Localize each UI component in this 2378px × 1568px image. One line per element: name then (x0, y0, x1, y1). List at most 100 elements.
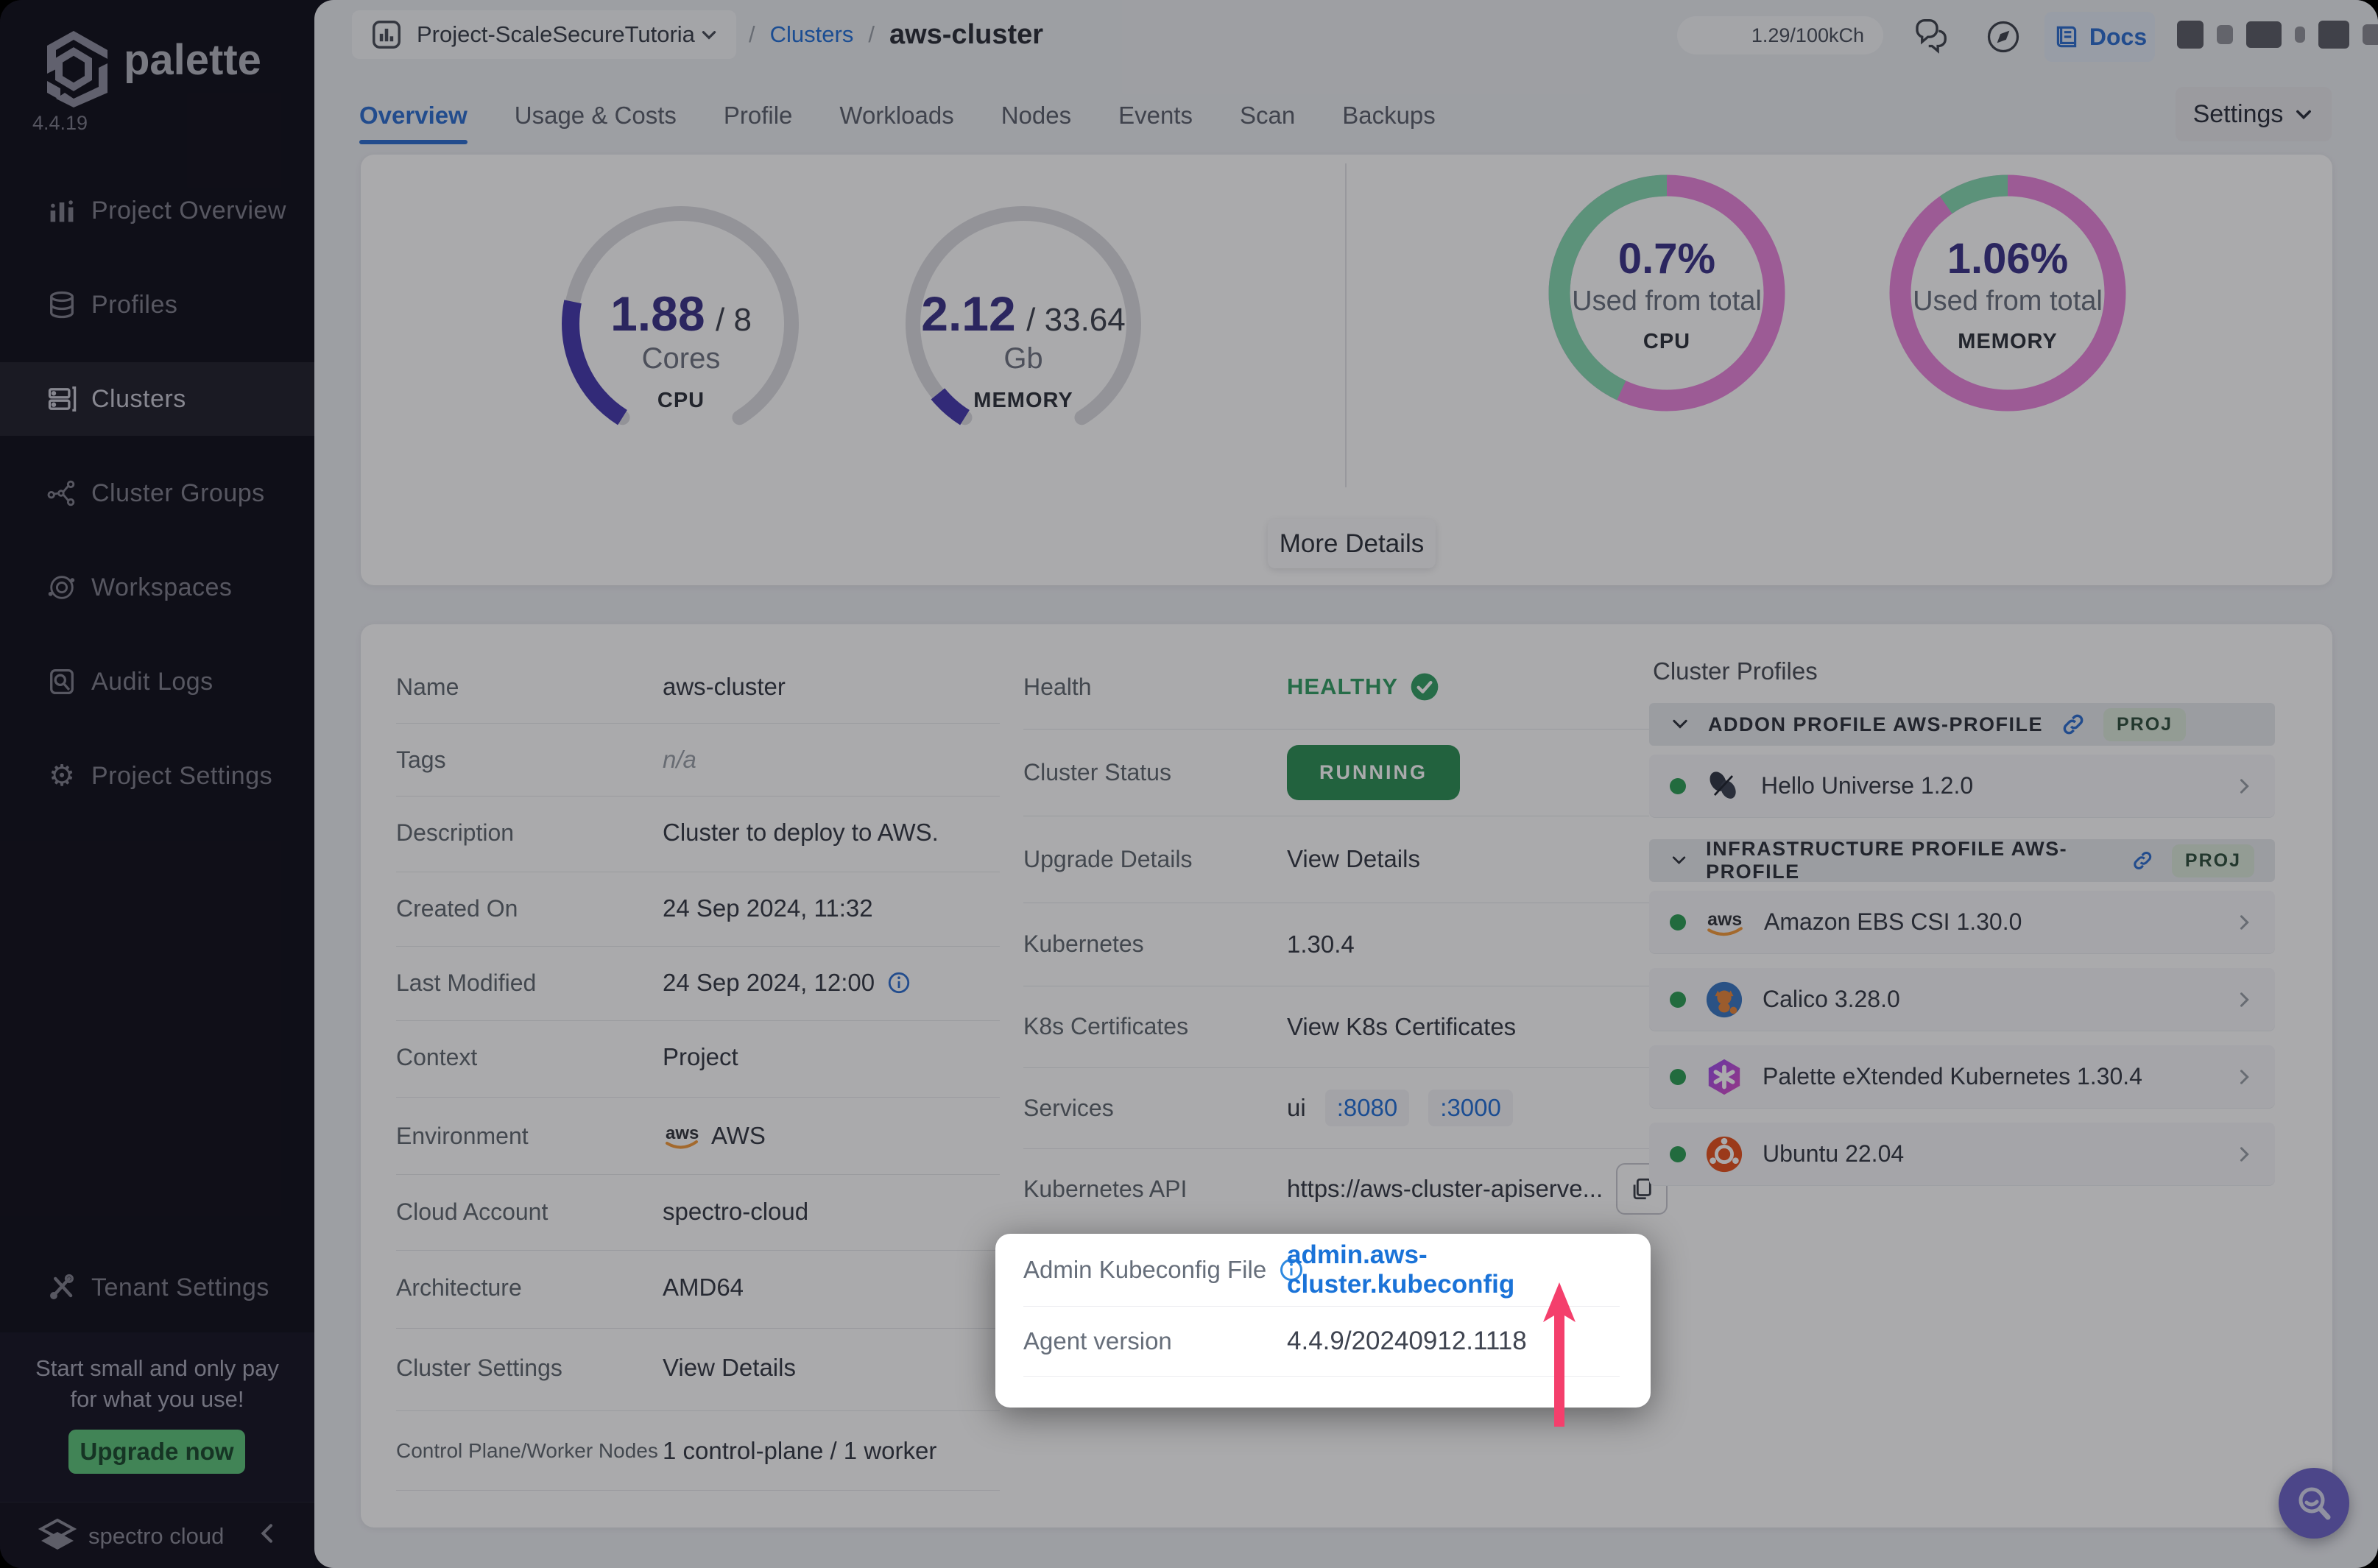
cpu-gauge-value: 1.88 / 8 (610, 286, 752, 341)
chevron-right-icon (2234, 1067, 2254, 1087)
breadcrumb-clusters-link[interactable]: Clusters (769, 21, 854, 47)
admin-kubeconfig-spotlight-panel: Admin Kubeconfig File admin.aws-cluster.… (995, 1234, 1651, 1408)
network-icon (38, 477, 85, 509)
check-circle-icon (1410, 672, 1439, 702)
profile-item-hello-universe[interactable]: Hello Universe 1.2.0 (1649, 755, 2275, 817)
help-compass-icon[interactable] (1984, 18, 2022, 60)
info-icon[interactable] (1278, 1257, 1305, 1283)
infrastructure-profile-section-header[interactable]: INFRASTRUCTURE PROFILE AWS-PROFILE PROJ (1649, 838, 2275, 883)
memory-donut-label: MEMORY (1958, 330, 2058, 353)
link-icon (2134, 852, 2152, 869)
detail-row-k8s-certificates: K8s Certificates View K8s Certificates (1023, 1012, 1517, 1040)
sidebar-item-workspaces[interactable]: Workspaces (0, 551, 314, 624)
layers-icon (38, 289, 85, 321)
profile-item-calico[interactable]: Calico 3.28.0 (1649, 968, 2275, 1031)
chevron-down-icon (699, 25, 719, 44)
settings-button[interactable]: Settings (2176, 87, 2332, 141)
chevron-down-icon (2296, 110, 2312, 120)
search-fab[interactable] (2279, 1468, 2349, 1539)
project-icon (370, 18, 403, 52)
view-k8s-certificates-link[interactable]: View K8s Certificates (1287, 1012, 1517, 1040)
tab-usage-costs[interactable]: Usage & Costs (514, 102, 677, 129)
status-dot (1670, 1068, 1686, 1085)
profile-item-palette-extended-kubernetes[interactable]: Palette eXtended Kubernetes 1.30.4 (1649, 1045, 2275, 1108)
chat-icon[interactable] (1910, 16, 1950, 60)
detail-row-admin-kubeconfig: Admin Kubeconfig File admin.aws-cluster.… (1023, 1234, 1621, 1306)
detail-row-kubernetes-api: Kubernetes API https://aws-cluster-apise… (1023, 1148, 1668, 1229)
detail-row-created-on: Created On 24 Sep 2024, 11:32 (396, 894, 873, 922)
cpu-donut-percent: 0.7% (1617, 235, 1716, 283)
collapse-sidebar-icon[interactable] (256, 1522, 280, 1549)
detail-row-tags: Tags n/a (396, 746, 696, 773)
service-port-3000-link[interactable]: :3000 (1428, 1090, 1513, 1126)
sidebar-item-project-overview[interactable]: Project Overview (0, 174, 314, 247)
tab-workloads[interactable]: Workloads (839, 102, 954, 129)
detail-row-health: Health HEALTHY (1023, 650, 1649, 724)
upgrade-promo-panel: Start small and only pay for what you us… (0, 1332, 314, 1502)
project-selector[interactable]: Project-ScaleSecureTutoria (352, 10, 736, 59)
sidebar-item-cluster-groups[interactable]: Cluster Groups (0, 456, 314, 530)
info-icon[interactable] (886, 970, 911, 995)
pxk-icon (1705, 1058, 1743, 1096)
admin-kubeconfig-link[interactable]: admin.aws-cluster.kubeconfig (1287, 1240, 1515, 1299)
chevron-down-icon (1673, 719, 1687, 729)
aws-icon: aws (663, 1121, 701, 1151)
upgrade-view-details-link[interactable]: View Details (1287, 845, 1420, 872)
tab-events[interactable]: Events (1118, 102, 1193, 129)
memory-gauge-label: MEMORY (973, 389, 1073, 412)
aws-icon: aws (1705, 907, 1745, 938)
svg-text:aws: aws (1707, 909, 1742, 930)
ubuntu-icon (1705, 1135, 1743, 1173)
sidebar-item-audit-logs[interactable]: Audit Logs (0, 645, 314, 718)
detail-row-cluster-settings: Cluster Settings View Details (396, 1354, 796, 1381)
tab-profile[interactable]: Profile (723, 102, 793, 129)
usage-charts (562, 163, 2126, 487)
tools-icon (38, 1271, 85, 1304)
sidebar-item-clusters[interactable]: Clusters (0, 362, 314, 436)
sidebar-item-tenant-settings[interactable]: Tenant Settings (0, 1251, 314, 1324)
audit-icon (38, 665, 85, 698)
calico-icon (1705, 981, 1743, 1019)
status-dot (1670, 914, 1686, 930)
svg-text:aws: aws (666, 1123, 699, 1143)
chevron-right-icon (2234, 989, 2254, 1010)
upgrade-now-button[interactable]: Upgrade now (68, 1430, 245, 1474)
server-icon (38, 383, 85, 415)
sidebar-item-project-settings[interactable]: ⚙ Project Settings (0, 739, 314, 813)
addon-profile-section-header[interactable]: ADDON PROFILE AWS-PROFILE PROJ (1649, 703, 2275, 746)
status-badge: RUNNING (1287, 744, 1460, 800)
footer-brand-label: spectro cloud (88, 1523, 225, 1549)
memory-gauge-unit: Gb (1003, 342, 1043, 375)
cluster-profiles-list: ADDON PROFILE AWS-PROFILE PROJ Hello Uni… (1649, 703, 2275, 1185)
cluster-settings-view-details-link[interactable]: View Details (663, 1354, 796, 1381)
detail-row-name: Name aws-cluster (396, 673, 786, 700)
more-details-button[interactable]: More Details (1268, 519, 1436, 568)
profile-item-ubuntu[interactable]: Ubuntu 22.04 (1649, 1123, 2275, 1185)
cpu-donut-label: CPU (1643, 330, 1691, 353)
sidebar-item-profiles[interactable]: Profiles (0, 268, 314, 342)
brand-name: palette (124, 36, 261, 84)
spectro-cloud-logo-icon (38, 1518, 77, 1556)
cpu-gauge-label: CPU (657, 389, 705, 412)
status-dot (1670, 991, 1686, 1008)
tab-nodes[interactable]: Nodes (1001, 102, 1072, 129)
cpu-gauge-unit: Cores (641, 342, 721, 375)
tab-backups[interactable]: Backups (1342, 102, 1436, 129)
memory-donut-percent: 1.06% (1947, 235, 2069, 283)
palette-logo-icon (35, 28, 112, 114)
status-dot (1670, 777, 1686, 794)
copy-icon[interactable] (1616, 1163, 1668, 1215)
service-port-8080-link[interactable]: :8080 (1324, 1090, 1410, 1126)
detail-row-last-modified: Last Modified 24 Sep 2024, 12:00 (396, 946, 1361, 1020)
tab-bar: Overview Usage & Costs Profile Workloads… (359, 87, 1436, 144)
annotation-arrow-icon (1543, 1282, 1576, 1430)
usage-pill: 1.29/100kCh (1677, 16, 1883, 54)
docs-button[interactable]: Docs (2044, 12, 2155, 62)
detail-row-architecture: Architecture AMD64 (396, 1274, 744, 1301)
detail-row-services: Services ui :8080 :3000 (1023, 1067, 1649, 1148)
tab-overview[interactable]: Overview (359, 87, 468, 144)
tab-scan[interactable]: Scan (1239, 102, 1296, 129)
cpu-donut-subtitle: Used from total (1572, 286, 1762, 317)
profile-item-amazon-ebs-csi[interactable]: aws Amazon EBS CSI 1.30.0 (1649, 891, 2275, 953)
